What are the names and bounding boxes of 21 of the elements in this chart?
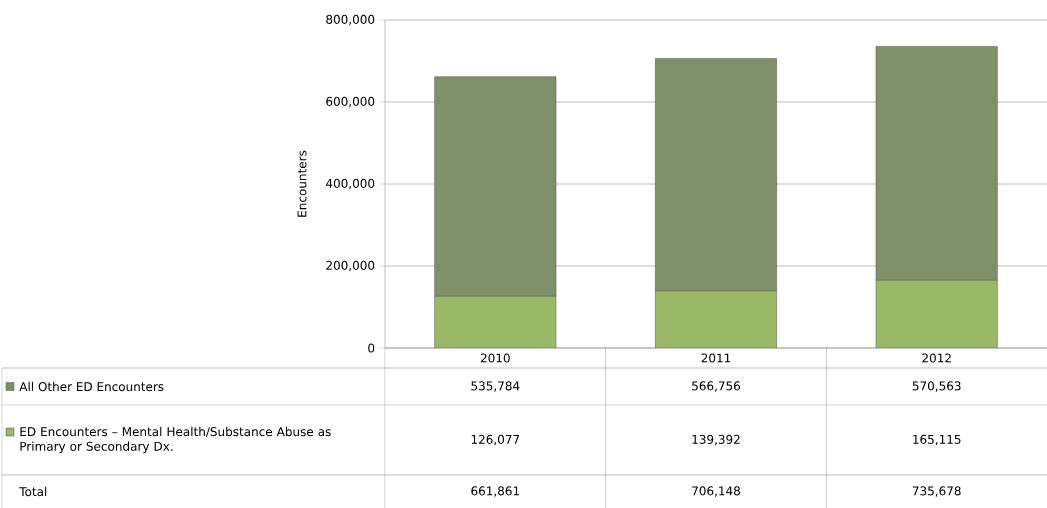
text: 706,148 bbox=[692, 486, 740, 497]
legend-label: All Other ED Encounters bbox=[19, 381, 164, 392]
data-label: 566,756 bbox=[692, 381, 741, 392]
x-tick-label: 2011 bbox=[701, 353, 731, 363]
data-label: 570,563 bbox=[912, 381, 961, 392]
legend-label: ED Encounters – Mental Health/Substance Abuse as Primary or Secondary Dx. bbox=[20, 426, 331, 454]
data-label: 139,392 bbox=[692, 434, 740, 446]
x-tick-label: 2010 bbox=[480, 353, 510, 363]
text: 661,861 bbox=[471, 486, 519, 497]
data-label: 165,115 bbox=[913, 434, 961, 446]
y-axis-title: Encounters bbox=[297, 150, 307, 217]
data-label: 535,784 bbox=[471, 381, 520, 392]
y-tick-label: 800,000 bbox=[326, 14, 375, 26]
y-tick-label: 200,000 bbox=[326, 260, 375, 272]
data-label: 126,077 bbox=[471, 434, 520, 446]
x-tick-label: 2012 bbox=[922, 353, 951, 363]
y-tick-label: 400,000 bbox=[326, 178, 375, 190]
text: Total bbox=[19, 486, 47, 497]
text: 735,678 bbox=[912, 486, 961, 497]
y-tick-label: 600,000 bbox=[326, 96, 375, 108]
y-tick-label: 0 bbox=[368, 343, 375, 353]
